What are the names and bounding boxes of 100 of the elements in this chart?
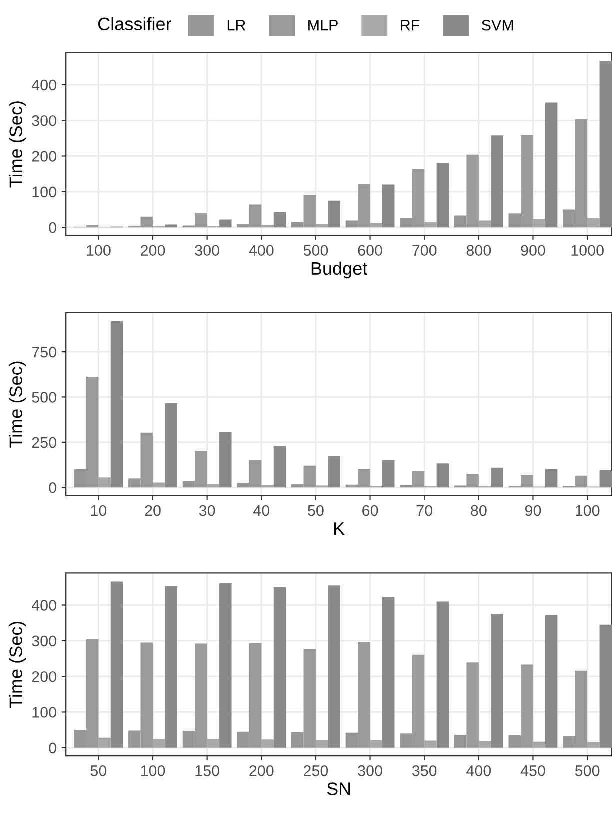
bar — [328, 586, 340, 748]
bar — [220, 584, 232, 748]
y-tick-label: 400 — [32, 600, 56, 611]
bar — [491, 468, 504, 488]
x-tick-label: 400 — [249, 245, 274, 256]
bar — [533, 219, 546, 228]
x-tick-label: 500 — [575, 766, 600, 776]
x-tick-label: 80 — [471, 505, 487, 516]
x-tick-label: 200 — [141, 245, 166, 256]
x-tick-label: 100 — [141, 766, 166, 776]
x-tick-label: 150 — [196, 766, 220, 776]
bar — [207, 738, 220, 748]
y-axis-title: Time (Sec) — [9, 102, 26, 188]
bar — [220, 220, 232, 228]
y-tick-label: 100 — [32, 707, 56, 718]
y-tick-label: 0 — [49, 222, 56, 234]
bar — [207, 484, 220, 488]
legend-label: RF — [401, 20, 420, 31]
y-tick-label: 0 — [49, 482, 56, 494]
bar — [424, 740, 437, 748]
y-tick-label: 500 — [32, 392, 56, 403]
bar — [533, 742, 546, 748]
x-tick-label: 50 — [90, 766, 107, 776]
x-tick-label: 600 — [358, 245, 382, 256]
y-tick-label: 300 — [32, 636, 56, 647]
bar — [436, 163, 450, 228]
x-tick-label: 30 — [199, 505, 216, 516]
x-tick-label: 200 — [250, 766, 274, 776]
bar — [165, 224, 178, 228]
bar — [153, 482, 166, 488]
y-tick-label: 0 — [49, 742, 56, 754]
y-tick-label: 200 — [32, 671, 56, 682]
x-tick-label: 70 — [416, 505, 432, 516]
legend-label: MLP — [308, 20, 338, 31]
x-axis-title: K — [334, 522, 345, 536]
x-tick-label: 100 — [576, 505, 600, 516]
bar — [382, 460, 395, 488]
bar — [316, 740, 328, 748]
bar — [274, 446, 286, 488]
y-axis-title: Time (Sec) — [9, 622, 26, 708]
bar — [370, 223, 383, 228]
x-tick-label: 20 — [145, 505, 161, 516]
bar — [424, 222, 437, 228]
x-tick-label: 90 — [525, 505, 542, 516]
bar — [328, 200, 340, 228]
bar — [491, 614, 504, 748]
bar — [110, 582, 124, 748]
x-axis-title: Budget — [312, 262, 368, 279]
x-tick-label: 50 — [308, 505, 324, 516]
bar — [328, 456, 340, 488]
x-tick-label: 300 — [358, 766, 382, 776]
bar — [98, 478, 111, 488]
bar — [316, 224, 328, 228]
bar — [274, 212, 286, 228]
bar — [545, 102, 558, 228]
x-tick-label: 1000 — [572, 245, 604, 256]
x-tick-label: 450 — [520, 766, 546, 776]
bar — [382, 597, 395, 748]
bar — [382, 184, 395, 228]
y-tick-label: 100 — [32, 186, 56, 198]
x-tick-label: 700 — [412, 245, 437, 256]
bar — [165, 586, 178, 748]
y-tick-label: 200 — [32, 151, 56, 162]
y-axis-title: Time (Sec) — [9, 362, 26, 448]
bar — [153, 738, 166, 748]
bar — [600, 624, 612, 748]
x-tick-label: 500 — [304, 245, 328, 256]
bar — [436, 602, 450, 748]
bar — [545, 469, 558, 488]
x-tick-label: 100 — [87, 245, 111, 256]
x-tick-label: 10 — [91, 505, 107, 516]
bar — [478, 220, 492, 228]
bar — [110, 321, 124, 488]
bar — [478, 741, 492, 748]
x-tick-label: 350 — [412, 766, 437, 776]
bar — [600, 61, 612, 228]
x-tick-label: 40 — [254, 505, 270, 516]
legend-label: SVM — [482, 20, 514, 31]
x-tick-label: 900 — [521, 245, 546, 256]
legend-label: LR — [228, 20, 246, 31]
legend-title: Classifier — [98, 17, 172, 31]
bar — [491, 136, 504, 228]
bar — [436, 464, 450, 488]
bar — [98, 738, 111, 748]
x-tick-label: 400 — [466, 766, 492, 776]
bar — [274, 587, 286, 748]
bar — [588, 218, 600, 228]
bar — [545, 615, 558, 748]
x-tick-label: 300 — [195, 245, 220, 256]
bar — [262, 225, 274, 228]
y-tick-label: 400 — [32, 80, 56, 91]
y-tick-label: 300 — [32, 115, 56, 126]
bar — [262, 740, 274, 748]
bar — [600, 470, 612, 488]
bar — [370, 740, 383, 748]
x-axis-title: SN — [327, 782, 350, 796]
bar — [220, 432, 232, 488]
y-tick-label: 250 — [32, 437, 56, 448]
bar — [588, 742, 600, 748]
bar — [165, 403, 178, 488]
